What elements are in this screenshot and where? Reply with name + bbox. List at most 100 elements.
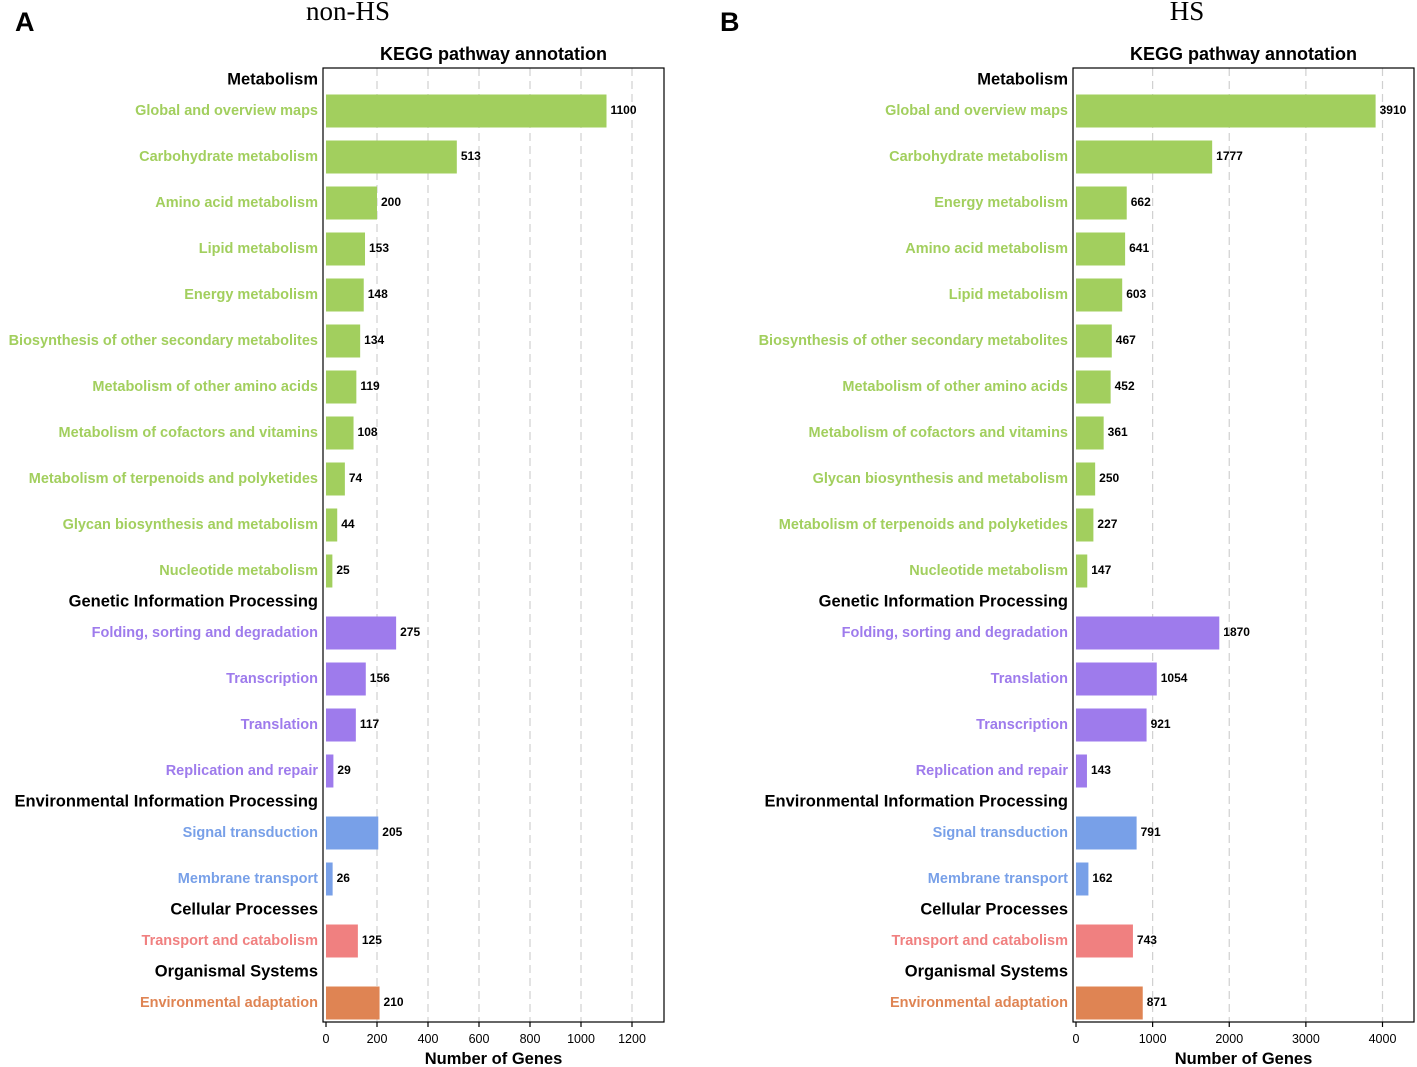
group-label: Genetic Information Processing — [69, 592, 318, 610]
panel-title: HS — [1170, 0, 1205, 26]
x-tick-label: 1000 — [1139, 1032, 1167, 1046]
category-label: Environmental adaptation — [890, 995, 1068, 1011]
value-label: 1054 — [1161, 671, 1188, 685]
value-label: 275 — [400, 625, 420, 639]
bar — [326, 816, 379, 850]
bar — [326, 862, 333, 896]
x-tick-label: 1200 — [618, 1032, 646, 1046]
bar — [1076, 462, 1096, 496]
group-label: Organismal Systems — [905, 962, 1068, 980]
x-tick-label: 400 — [418, 1032, 439, 1046]
bar — [326, 986, 380, 1020]
value-label: 153 — [369, 241, 389, 255]
bar — [326, 416, 354, 450]
group-label: Cellular Processes — [170, 900, 318, 918]
value-label: 452 — [1115, 379, 1135, 393]
category-label: Metabolism of terpenoids and polyketides — [29, 471, 318, 487]
bar — [1076, 324, 1112, 358]
bar — [326, 616, 397, 650]
bar — [1076, 278, 1123, 312]
value-label: 156 — [370, 671, 390, 685]
category-label: Amino acid metabolism — [155, 195, 318, 211]
chart-title: KEGG pathway annotation — [1130, 44, 1357, 64]
x-tick-label: 200 — [367, 1032, 388, 1046]
x-axis-title: Number of Genes — [1175, 1050, 1313, 1067]
value-label: 205 — [382, 825, 402, 839]
value-label: 29 — [337, 763, 351, 777]
value-label: 125 — [362, 933, 382, 947]
bar — [1076, 662, 1157, 696]
category-label: Lipid metabolism — [199, 241, 318, 257]
bar — [326, 754, 334, 788]
plot-frame — [1072, 67, 1415, 1023]
bar — [1076, 94, 1376, 128]
bar — [326, 140, 457, 174]
category-label: Translation — [991, 671, 1068, 687]
category-label: Translation — [241, 717, 318, 733]
category-label: Energy metabolism — [934, 195, 1068, 211]
bar — [1076, 554, 1088, 588]
category-label: Metabolism of cofactors and vitamins — [59, 425, 318, 441]
x-axis-title: Number of Genes — [425, 1050, 563, 1067]
value-label: 791 — [1141, 825, 1161, 839]
value-label: 1777 — [1216, 149, 1243, 163]
value-label: 26 — [337, 871, 351, 885]
plot-frame — [322, 67, 665, 1023]
bar — [1076, 140, 1213, 174]
bar — [326, 186, 377, 220]
category-label: Global and overview maps — [135, 103, 318, 119]
panel-b: B HS KEGG pathway annotation Metabolism Glob… — [720, 0, 1415, 1067]
panel-letter: A — [15, 7, 35, 37]
category-label: Metabolism of other amino acids — [842, 379, 1068, 395]
category-label: Biosynthesis of other secondary metaboli… — [9, 333, 318, 349]
category-label: Lipid metabolism — [949, 287, 1068, 303]
bar — [1076, 416, 1104, 450]
bar — [326, 462, 345, 496]
bar — [1076, 754, 1087, 788]
category-label: Energy metabolism — [184, 287, 318, 303]
value-label: 3910 — [1380, 103, 1407, 117]
chart-title: KEGG pathway annotation — [380, 44, 607, 64]
category-label: Nucleotide metabolism — [159, 563, 318, 579]
category-label: Transcription — [226, 671, 318, 687]
bar — [1076, 708, 1147, 742]
category-label: Signal transduction — [183, 825, 318, 841]
value-label: 200 — [381, 195, 401, 209]
category-label: Folding, sorting and degradation — [92, 625, 318, 641]
category-label: Metabolism of cofactors and vitamins — [809, 425, 1068, 441]
value-label: 44 — [341, 517, 355, 531]
value-label: 662 — [1131, 195, 1151, 209]
bar — [326, 232, 366, 266]
value-label: 743 — [1137, 933, 1157, 947]
x-tick-label: 4000 — [1369, 1032, 1397, 1046]
category-label: Signal transduction — [933, 825, 1068, 841]
value-label: 641 — [1129, 241, 1149, 255]
category-label: Carbohydrate metabolism — [889, 149, 1068, 165]
bar — [1076, 986, 1143, 1020]
value-label: 921 — [1151, 717, 1171, 731]
category-label: Glycan biosynthesis and metabolism — [63, 517, 318, 533]
value-label: 74 — [349, 471, 363, 485]
bar — [1076, 508, 1094, 542]
category-label: Amino acid metabolism — [905, 241, 1068, 257]
x-tick-label: 0 — [323, 1032, 330, 1046]
category-label: Metabolism of terpenoids and polyketides — [779, 517, 1068, 533]
category-label: Folding, sorting and degradation — [842, 625, 1068, 641]
bar — [1076, 816, 1137, 850]
bar — [326, 508, 338, 542]
x-tick-label: 2000 — [1215, 1032, 1243, 1046]
value-label: 1100 — [611, 103, 637, 117]
value-label: 227 — [1097, 517, 1117, 531]
value-label: 513 — [461, 149, 481, 163]
category-label: Nucleotide metabolism — [909, 563, 1068, 579]
x-tick-label: 3000 — [1292, 1032, 1320, 1046]
group-label: Cellular Processes — [920, 900, 1068, 918]
category-label: Glycan biosynthesis and metabolism — [813, 471, 1068, 487]
value-label: 361 — [1108, 425, 1128, 439]
x-tick-label: 0 — [1073, 1032, 1080, 1046]
x-tick-label: 800 — [520, 1032, 541, 1046]
value-label: 871 — [1147, 995, 1167, 1009]
bar — [326, 278, 364, 312]
